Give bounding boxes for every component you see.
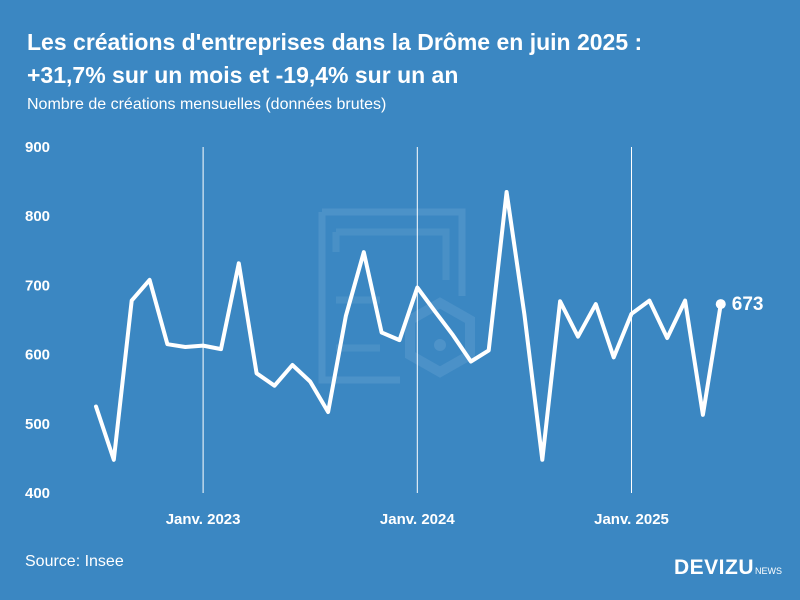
last-value-label: 673: [732, 294, 764, 315]
brand-sub: NEWS: [755, 566, 783, 576]
y-tick-label: 500: [25, 416, 50, 433]
y-tick-label: 800: [25, 208, 50, 225]
watermark-dot: [434, 339, 446, 351]
series-group: 673: [94, 190, 764, 462]
watermark-frame: [318, 208, 466, 384]
y-tick-label: 900: [25, 139, 50, 156]
source-note: Source: Insee: [25, 553, 124, 570]
series-line: [94, 190, 723, 462]
y-tick-label: 600: [25, 347, 50, 364]
y-tick-label: 400: [25, 485, 50, 502]
chart-subtitle: Nombre de créations mensuelles (données …: [27, 96, 387, 113]
watermark-hexagon: [405, 297, 475, 378]
y-axis-ticks: 900 800 700 600 500 400: [25, 139, 50, 502]
title-line-1: Les créations d'entreprises dans la Drôm…: [27, 29, 643, 55]
y-tick-label: 700: [25, 277, 50, 294]
year-gridlines: [202, 147, 632, 493]
watermark-logo: [318, 208, 475, 384]
chart-title: Les créations d'entreprises dans la Drôm…: [27, 26, 787, 92]
watermark-letter: [332, 228, 450, 352]
x-tick-label: Janv. 2024: [380, 511, 455, 528]
brand-logo: DEVIZUNEWS: [674, 556, 782, 580]
x-tick-label: Janv. 2025: [594, 511, 669, 528]
x-axis-ticks: Janv. 2023 Janv. 2024 Janv. 2025: [166, 511, 669, 528]
title-line-2: +31,7% sur un mois et -19,4% sur un an: [27, 62, 459, 88]
x-tick-label: Janv. 2023: [166, 511, 241, 528]
brand-name: DEVIZU: [674, 556, 755, 579]
last-point-marker: [715, 299, 726, 310]
